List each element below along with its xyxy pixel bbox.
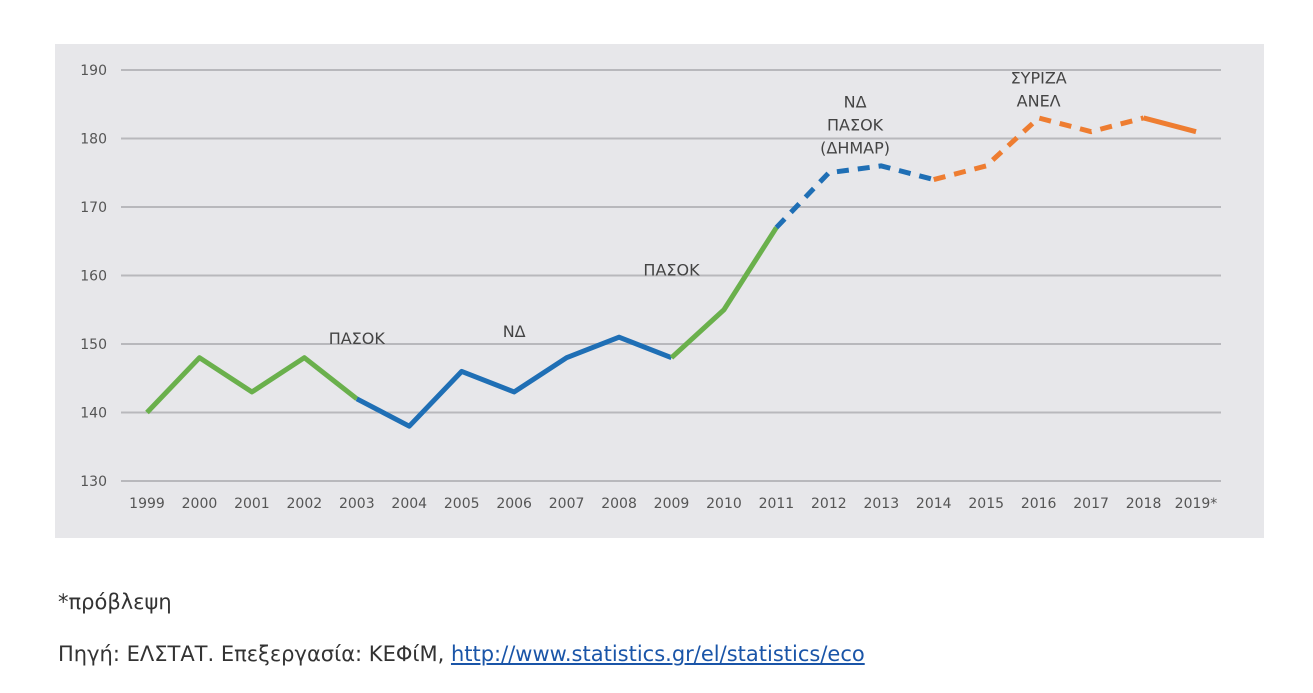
y-tick-label: 190 bbox=[80, 63, 107, 79]
series-segment bbox=[1142, 115, 1197, 135]
x-tick-label: 2011 bbox=[759, 496, 795, 512]
annotation-label: ΠΑΣΟΚ bbox=[329, 329, 386, 348]
chart-panel: 130 140 150 160 170 180 190 1999 2000 2001 2002 20… bbox=[55, 44, 1264, 538]
annotations: ΠΑΣΟΚ ΝΔ ΠΑΣΟΚ ΝΔ ΠΑΣΟΚ (ΔΗΜΑΡ) ΣΥΡΙΖΑ ΑΝΕΛ bbox=[329, 69, 1067, 348]
y-axis-ticks: 130 140 150 160 170 180 190 bbox=[80, 63, 107, 490]
x-tick-label: 2009 bbox=[654, 496, 690, 512]
footnote: *πρόβλεψη bbox=[58, 590, 172, 614]
x-tick-label: 2003 bbox=[339, 496, 375, 512]
source-prefix: Πηγή: ΕΛΣΤΑΤ. Επεξεργασία: ΚΕΦίΜ, bbox=[58, 642, 451, 666]
x-tick-label: 2004 bbox=[391, 496, 427, 512]
y-tick-label: 170 bbox=[80, 200, 107, 216]
x-tick-label: 1999 bbox=[129, 496, 165, 512]
x-tick-label: 2012 bbox=[811, 496, 847, 512]
x-tick-label: 2010 bbox=[706, 496, 742, 512]
gridlines bbox=[121, 69, 1221, 482]
series-segment bbox=[774, 163, 935, 230]
x-tick-label: 2007 bbox=[549, 496, 585, 512]
annotation-label: ΝΔ ΠΑΣΟΚ (ΔΗΜΑΡ) bbox=[820, 93, 890, 158]
x-tick-label: 2002 bbox=[287, 496, 323, 512]
y-tick-label: 150 bbox=[80, 337, 107, 353]
annotation-label: ΠΑΣΟΚ bbox=[643, 261, 700, 280]
x-tick-label: 2013 bbox=[863, 496, 899, 512]
line-chart: 130 140 150 160 170 180 190 1999 2000 2001 2002 20… bbox=[80, 63, 1221, 512]
x-tick-label: 2016 bbox=[1021, 496, 1057, 512]
x-axis-ticks: 1999 2000 2001 2002 2003 2004 2005 2006 2007 2008… bbox=[129, 496, 1217, 512]
source-link[interactable]: http://www.statistics.gr/el/statistics/e… bbox=[450, 642, 865, 666]
x-tick-label: 2001 bbox=[234, 496, 270, 512]
annotation-label: ΣΥΡΙΖΑ ΑΝΕΛ bbox=[1011, 69, 1067, 111]
source-line: Πηγή: ΕΛΣΤΑΤ. Επεξεργασία: ΚΕΦίΜ, http:/… bbox=[58, 642, 865, 666]
series-lines bbox=[145, 115, 1197, 429]
x-tick-label: 2018 bbox=[1126, 496, 1162, 512]
x-tick-label: 2017 bbox=[1073, 496, 1109, 512]
y-tick-label: 130 bbox=[80, 474, 107, 490]
series-segment bbox=[933, 115, 1145, 183]
y-tick-label: 140 bbox=[80, 406, 107, 422]
x-tick-label: 2005 bbox=[444, 496, 480, 512]
x-tick-label: 2008 bbox=[601, 496, 637, 512]
x-tick-label: 2019* bbox=[1175, 496, 1218, 512]
x-tick-label: 2014 bbox=[916, 496, 952, 512]
y-tick-label: 180 bbox=[80, 132, 107, 148]
series-segment bbox=[355, 334, 673, 429]
x-tick-label: 2000 bbox=[182, 496, 218, 512]
y-tick-label: 160 bbox=[80, 269, 107, 285]
x-tick-label: 2015 bbox=[968, 496, 1004, 512]
series-segment bbox=[669, 226, 779, 360]
series-segment bbox=[145, 355, 359, 415]
x-tick-label: 2006 bbox=[496, 496, 532, 512]
annotation-label: ΝΔ bbox=[503, 322, 526, 341]
